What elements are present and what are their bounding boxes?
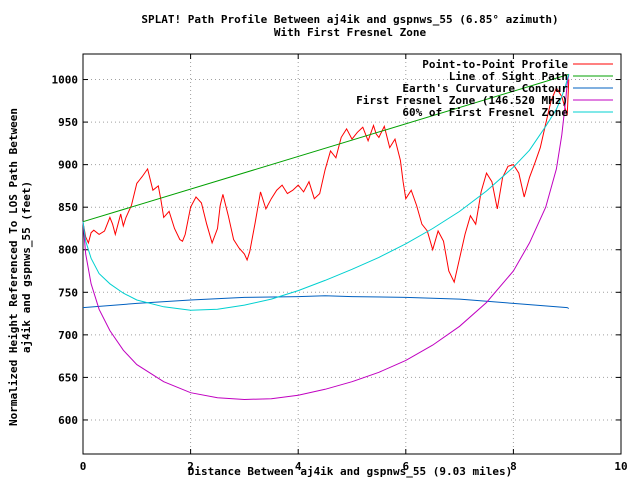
y-tick-label: 900 [58, 159, 78, 172]
y-tick-label: 800 [58, 244, 78, 257]
y-tick-label: 750 [58, 286, 78, 299]
series-line-0 [82, 79, 570, 284]
series-line-3 [82, 74, 570, 401]
x-axis-label: Distance Between aj4ik and gspnws_55 (9.… [188, 465, 513, 478]
series-line-4 [82, 74, 570, 311]
x-tick-label: 6 [402, 460, 409, 473]
chart-title: SPLAT! Path Profile Between aj4ik and gs… [141, 13, 558, 26]
x-tick-label: 0 [80, 460, 87, 473]
x-tick-label: 2 [187, 460, 194, 473]
plot-border [82, 53, 622, 455]
y-axis-label-line2: aj4ik and gspnws_55 (feet) [20, 181, 33, 353]
x-tick-label: 4 [295, 460, 302, 473]
series-line-2 [82, 295, 570, 309]
legend-label-3: First Fresnel Zone (146.520 MHz) [356, 94, 568, 107]
x-tick-label: 8 [510, 460, 517, 473]
y-tick-label: 950 [58, 116, 78, 129]
y-tick-label: 850 [58, 201, 78, 214]
legend-label-1: Line of Sight Path [449, 70, 568, 83]
series-line-1 [82, 73, 569, 223]
chart-subtitle: With First Fresnel Zone [274, 26, 427, 39]
y-axis-label-line1: Normalized Height Referenced To LOS Path… [7, 108, 20, 426]
grid-lines [83, 54, 621, 454]
legend-label-2: Earth's Curvature Contour [402, 82, 568, 95]
legend-label-4: 60% of First Fresnel Zone [402, 106, 568, 119]
x-tick-label: 10 [614, 460, 627, 473]
legend-label-0: Point-to-Point Profile [422, 58, 568, 71]
y-tick-label: 600 [58, 414, 78, 427]
series-lines [82, 73, 570, 401]
y-tick-label: 650 [58, 371, 78, 384]
y-tick-label: 1000 [52, 74, 79, 87]
axis-ticks: 0 2 4 6 8 10 600 650 700 750 800 850 900 950 1000 [52, 54, 628, 473]
y-tick-label: 700 [58, 329, 78, 342]
